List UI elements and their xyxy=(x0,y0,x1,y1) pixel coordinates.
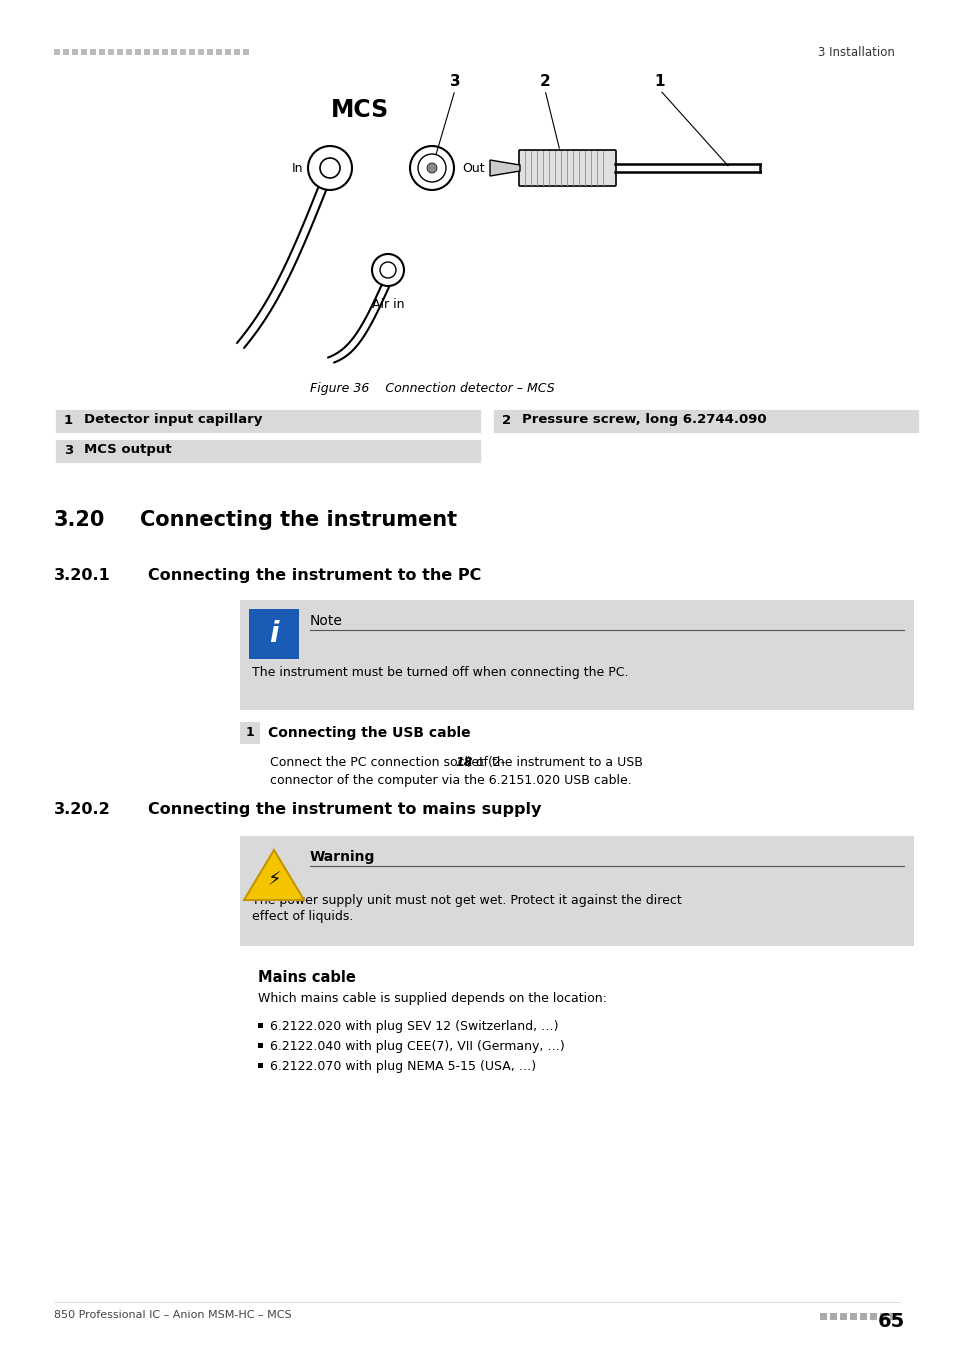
Circle shape xyxy=(417,154,446,182)
Text: Pressure screw, long 6.2744.090: Pressure screw, long 6.2744.090 xyxy=(521,413,766,427)
FancyBboxPatch shape xyxy=(215,49,222,55)
FancyBboxPatch shape xyxy=(829,1314,836,1320)
Text: 6.2122.020 with plug SEV 12 (Switzerland, …): 6.2122.020 with plug SEV 12 (Switzerland… xyxy=(270,1021,558,1033)
Text: 2: 2 xyxy=(501,413,511,427)
FancyBboxPatch shape xyxy=(71,49,78,55)
FancyBboxPatch shape xyxy=(54,437,481,464)
FancyBboxPatch shape xyxy=(492,408,919,433)
Text: effect of liquids.: effect of liquids. xyxy=(252,910,353,923)
FancyBboxPatch shape xyxy=(518,150,616,186)
Text: 3.20: 3.20 xyxy=(54,510,105,531)
FancyBboxPatch shape xyxy=(99,49,105,55)
FancyBboxPatch shape xyxy=(240,722,260,744)
Text: The power supply unit must not get wet. Protect it against the direct: The power supply unit must not get wet. … xyxy=(252,894,681,907)
FancyBboxPatch shape xyxy=(243,49,249,55)
FancyBboxPatch shape xyxy=(189,49,194,55)
FancyBboxPatch shape xyxy=(162,49,168,55)
Text: 3 Installation: 3 Installation xyxy=(818,46,894,58)
FancyBboxPatch shape xyxy=(240,599,913,710)
Circle shape xyxy=(308,146,352,190)
Circle shape xyxy=(427,163,436,173)
Text: 65: 65 xyxy=(877,1312,904,1331)
FancyBboxPatch shape xyxy=(117,49,123,55)
Text: 3: 3 xyxy=(64,444,73,456)
Text: ⚡: ⚡ xyxy=(267,871,280,890)
FancyBboxPatch shape xyxy=(889,1314,896,1320)
Text: Connecting the instrument: Connecting the instrument xyxy=(140,510,456,531)
Text: Connecting the USB cable: Connecting the USB cable xyxy=(268,726,470,740)
FancyBboxPatch shape xyxy=(257,1044,263,1048)
FancyBboxPatch shape xyxy=(849,1314,856,1320)
Text: Mains cable: Mains cable xyxy=(257,971,355,986)
FancyBboxPatch shape xyxy=(233,49,240,55)
Text: i: i xyxy=(269,620,278,648)
Text: In: In xyxy=(292,162,303,174)
FancyBboxPatch shape xyxy=(240,836,913,946)
FancyBboxPatch shape xyxy=(869,1314,876,1320)
Polygon shape xyxy=(490,161,519,176)
Text: MCS: MCS xyxy=(331,99,389,122)
FancyBboxPatch shape xyxy=(840,1314,846,1320)
Polygon shape xyxy=(244,850,304,900)
Text: Figure 36    Connection detector – MCS: Figure 36 Connection detector – MCS xyxy=(310,382,554,396)
FancyBboxPatch shape xyxy=(108,49,113,55)
Text: Connecting the instrument to mains supply: Connecting the instrument to mains suppl… xyxy=(148,802,540,817)
Text: Connecting the instrument to the PC: Connecting the instrument to the PC xyxy=(148,568,481,583)
Text: 3.20.1: 3.20.1 xyxy=(54,568,111,583)
FancyBboxPatch shape xyxy=(257,1023,263,1027)
Text: The instrument must be turned off when connecting the PC.: The instrument must be turned off when c… xyxy=(252,666,628,679)
Text: 2: 2 xyxy=(539,74,550,89)
Circle shape xyxy=(379,262,395,278)
Text: MCS output: MCS output xyxy=(84,444,172,456)
FancyBboxPatch shape xyxy=(257,1062,263,1068)
Text: Warning: Warning xyxy=(310,850,375,864)
Text: 1: 1 xyxy=(654,74,664,89)
FancyBboxPatch shape xyxy=(135,49,141,55)
FancyBboxPatch shape xyxy=(171,49,177,55)
FancyBboxPatch shape xyxy=(859,1314,866,1320)
FancyBboxPatch shape xyxy=(54,408,481,433)
FancyBboxPatch shape xyxy=(54,49,60,55)
Circle shape xyxy=(319,158,339,178)
FancyBboxPatch shape xyxy=(225,49,231,55)
FancyBboxPatch shape xyxy=(249,609,298,659)
Text: Detector input capillary: Detector input capillary xyxy=(84,413,262,427)
Text: 6.2122.040 with plug CEE(7), VII (Germany, …): 6.2122.040 with plug CEE(7), VII (German… xyxy=(270,1040,564,1053)
Text: Out: Out xyxy=(461,162,484,174)
FancyBboxPatch shape xyxy=(126,49,132,55)
Text: 18: 18 xyxy=(455,756,473,770)
FancyBboxPatch shape xyxy=(198,49,204,55)
Text: Note: Note xyxy=(310,614,342,628)
FancyBboxPatch shape xyxy=(180,49,186,55)
Text: 3.20.2: 3.20.2 xyxy=(54,802,111,817)
Circle shape xyxy=(410,146,454,190)
Text: connector of the computer via the 6.2151.020 USB cable.: connector of the computer via the 6.2151… xyxy=(270,774,631,787)
FancyBboxPatch shape xyxy=(879,1314,886,1320)
Circle shape xyxy=(372,254,403,286)
Text: ) of the instrument to a USB: ) of the instrument to a USB xyxy=(466,756,642,770)
Text: 1: 1 xyxy=(64,413,73,427)
FancyBboxPatch shape xyxy=(152,49,159,55)
FancyBboxPatch shape xyxy=(63,49,69,55)
Text: 850 Professional IC – Anion MSM-HC – MCS: 850 Professional IC – Anion MSM-HC – MCS xyxy=(54,1310,292,1320)
Text: 3: 3 xyxy=(449,74,460,89)
FancyBboxPatch shape xyxy=(207,49,213,55)
FancyBboxPatch shape xyxy=(144,49,150,55)
Text: Air in: Air in xyxy=(372,298,404,311)
Text: 1: 1 xyxy=(245,726,254,740)
FancyBboxPatch shape xyxy=(90,49,96,55)
FancyBboxPatch shape xyxy=(820,1314,826,1320)
Text: 6.2122.070 with plug NEMA 5-15 (USA, …): 6.2122.070 with plug NEMA 5-15 (USA, …) xyxy=(270,1060,536,1073)
Text: Which mains cable is supplied depends on the location:: Which mains cable is supplied depends on… xyxy=(257,992,606,1004)
FancyBboxPatch shape xyxy=(81,49,87,55)
Text: Connect the PC connection socket (2-: Connect the PC connection socket (2- xyxy=(270,756,505,770)
